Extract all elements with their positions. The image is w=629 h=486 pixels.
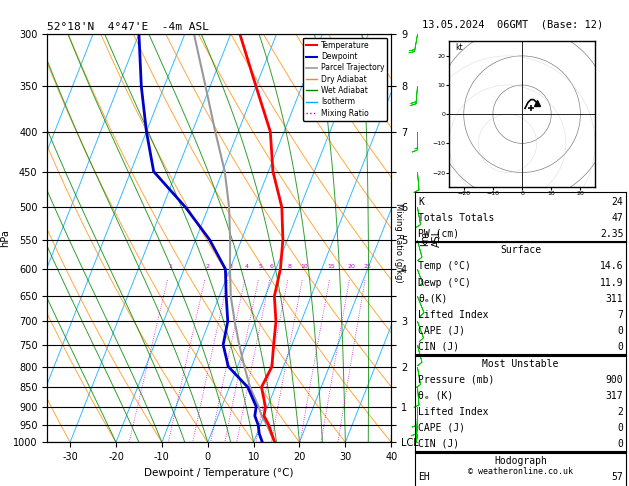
Text: 900: 900 [606,375,623,384]
Text: 4: 4 [245,264,249,269]
Text: Surface: Surface [500,245,541,256]
Text: Mixing Ratio (g/kg): Mixing Ratio (g/kg) [394,203,403,283]
Legend: Temperature, Dewpoint, Parcel Trajectory, Dry Adiabat, Wet Adiabat, Isotherm, Mi: Temperature, Dewpoint, Parcel Trajectory… [303,38,387,121]
Text: 14.6: 14.6 [600,261,623,272]
Text: 10: 10 [301,264,308,269]
Text: Pressure (mb): Pressure (mb) [418,375,494,384]
Text: 20: 20 [347,264,355,269]
Text: 311: 311 [606,294,623,304]
Text: 13.05.2024  06GMT  (Base: 12): 13.05.2024 06GMT (Base: 12) [422,19,603,30]
Text: 2: 2 [205,264,209,269]
Text: 5: 5 [259,264,262,269]
Text: 7: 7 [618,310,623,320]
X-axis label: Dewpoint / Temperature (°C): Dewpoint / Temperature (°C) [145,468,294,478]
Text: 57: 57 [611,471,623,482]
Text: Dewp (°C): Dewp (°C) [418,278,471,288]
Text: θₑ(K): θₑ(K) [418,294,448,304]
Text: CAPE (J): CAPE (J) [418,326,465,336]
Y-axis label: hPa: hPa [0,229,10,247]
Text: Hodograph: Hodograph [494,455,547,466]
Text: Lifted Index: Lifted Index [418,407,489,417]
Text: 0: 0 [618,342,623,352]
Text: 2: 2 [618,407,623,417]
Text: 1: 1 [168,264,172,269]
Text: 47: 47 [611,212,623,223]
Text: 2.35: 2.35 [600,228,623,239]
Text: Lifted Index: Lifted Index [418,310,489,320]
Text: 25: 25 [363,264,371,269]
Text: 0: 0 [618,326,623,336]
Text: 24: 24 [611,196,623,207]
Text: Temp (°C): Temp (°C) [418,261,471,272]
Text: CIN (J): CIN (J) [418,342,459,352]
Text: 8: 8 [288,264,292,269]
Text: 317: 317 [606,391,623,400]
Y-axis label: km
ASL: km ASL [420,229,442,247]
Text: 0: 0 [618,423,623,433]
Text: CIN (J): CIN (J) [418,439,459,449]
Text: θₑ (K): θₑ (K) [418,391,454,400]
Text: 0: 0 [618,439,623,449]
Text: 11.9: 11.9 [600,278,623,288]
Text: K: K [418,196,424,207]
Text: 3: 3 [228,264,232,269]
Text: kt: kt [455,43,462,52]
Text: CAPE (J): CAPE (J) [418,423,465,433]
Text: © weatheronline.co.uk: © weatheronline.co.uk [468,467,573,476]
Text: 52°18'N  4°47'E  -4m ASL: 52°18'N 4°47'E -4m ASL [47,22,209,32]
Text: EH: EH [418,471,430,482]
Text: 15: 15 [328,264,335,269]
Text: Totals Totals: Totals Totals [418,212,494,223]
Text: 6: 6 [270,264,274,269]
Text: PW (cm): PW (cm) [418,228,459,239]
Text: Most Unstable: Most Unstable [482,359,559,368]
